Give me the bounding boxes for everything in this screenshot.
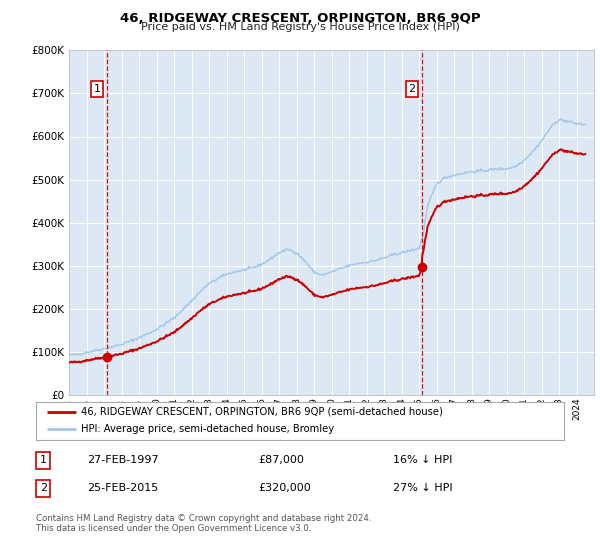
Text: Contains HM Land Registry data © Crown copyright and database right 2024.: Contains HM Land Registry data © Crown c…	[36, 514, 371, 523]
Text: 27-FEB-1997: 27-FEB-1997	[87, 455, 158, 465]
Text: 46, RIDGEWAY CRESCENT, ORPINGTON, BR6 9QP (semi-detached house): 46, RIDGEWAY CRESCENT, ORPINGTON, BR6 9Q…	[81, 407, 443, 417]
Text: 25-FEB-2015: 25-FEB-2015	[87, 483, 158, 493]
Text: 27% ↓ HPI: 27% ↓ HPI	[393, 483, 452, 493]
Text: 16% ↓ HPI: 16% ↓ HPI	[393, 455, 452, 465]
Text: 2: 2	[409, 84, 416, 94]
Text: Price paid vs. HM Land Registry's House Price Index (HPI): Price paid vs. HM Land Registry's House …	[140, 22, 460, 32]
Text: 1: 1	[40, 455, 47, 465]
Text: £320,000: £320,000	[258, 483, 311, 493]
Text: HPI: Average price, semi-detached house, Bromley: HPI: Average price, semi-detached house,…	[81, 424, 334, 435]
Text: 46, RIDGEWAY CRESCENT, ORPINGTON, BR6 9QP: 46, RIDGEWAY CRESCENT, ORPINGTON, BR6 9Q…	[119, 12, 481, 25]
Text: 2: 2	[40, 483, 47, 493]
Text: £87,000: £87,000	[258, 455, 304, 465]
Text: 1: 1	[94, 84, 101, 94]
Text: This data is licensed under the Open Government Licence v3.0.: This data is licensed under the Open Gov…	[36, 524, 311, 533]
